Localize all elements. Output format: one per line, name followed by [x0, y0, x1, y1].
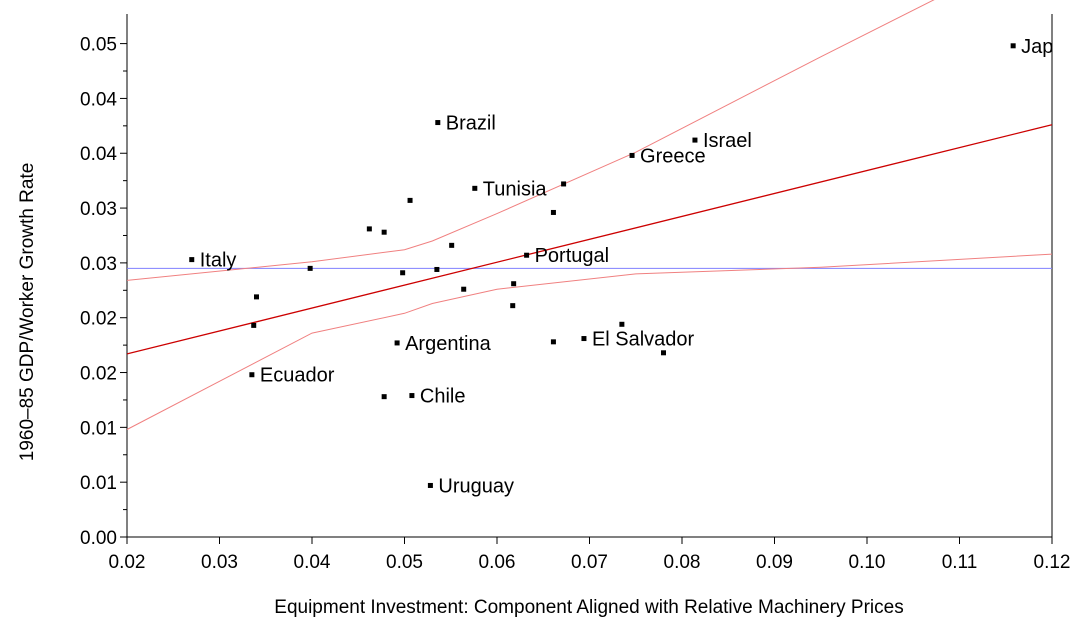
- data-point: [511, 281, 517, 287]
- data-point: [629, 152, 635, 158]
- data-point: [251, 322, 257, 328]
- x-tick-label: 0.12: [1034, 552, 1071, 573]
- y-tick-label: 0.01: [80, 473, 117, 494]
- data-point: [550, 209, 556, 215]
- y-tick-label: 0.03: [80, 199, 117, 220]
- data-point: [394, 340, 400, 346]
- x-tick-label: 0.10: [849, 552, 886, 573]
- data-point-label: El Salvador: [592, 329, 695, 351]
- fit-lines: [127, 0, 1052, 430]
- data-points: [189, 43, 1016, 488]
- data-point: [407, 197, 413, 203]
- data-point: [381, 229, 387, 235]
- data-point: [692, 137, 698, 143]
- x-tick-label: 0.08: [664, 552, 701, 573]
- confidence-band-upper: [127, 0, 935, 281]
- data-point: [400, 270, 406, 276]
- data-point: [661, 350, 666, 356]
- x-tick-label: 0.06: [479, 552, 516, 573]
- data-point: [249, 372, 255, 378]
- x-tick-label: 0.02: [109, 552, 146, 573]
- data-point: [434, 266, 440, 272]
- x-axis-label: Equipment Investment: Component Aligned …: [274, 597, 903, 618]
- fit-line: [127, 124, 1052, 355]
- data-point: [189, 257, 195, 263]
- data-point: [381, 394, 387, 400]
- data-point-label: Japan: [1021, 36, 1074, 58]
- data-point: [619, 321, 625, 327]
- point-labels: Italy Ecuador Argentina Chile Uruguay Brazil T…: [200, 36, 1074, 498]
- data-point: [461, 286, 467, 292]
- data-point: [524, 252, 530, 258]
- data-point-label: Israel: [703, 130, 752, 152]
- y-tick-label: 0.03: [80, 254, 117, 275]
- data-point: [561, 181, 567, 187]
- data-point: [449, 242, 455, 248]
- data-point: [307, 265, 313, 271]
- y-tick-label: 0.05: [80, 35, 117, 56]
- axis-ticks: 0.02 0.03 0.04 0.05 0.06 0.07 0.08 0.09 0.10 0.11…: [80, 35, 1070, 573]
- data-point: [472, 185, 478, 191]
- data-point-label: Tunisia: [483, 178, 548, 200]
- data-point-label: Uruguay: [438, 475, 514, 497]
- x-tick-label: 0.07: [571, 552, 608, 573]
- x-tick-label: 0.09: [756, 552, 793, 573]
- data-point-label: Portugal: [535, 245, 610, 267]
- data-point: [254, 294, 259, 300]
- y-tick-label: 0.02: [80, 309, 117, 330]
- data-point-label: Ecuador: [260, 365, 335, 387]
- y-tick-label: 0.01: [80, 418, 117, 439]
- x-tick-label: 0.05: [386, 552, 423, 573]
- y-tick-label: 0.02: [80, 364, 117, 385]
- data-point: [366, 226, 372, 232]
- y-tick-label: 0.00: [80, 528, 117, 549]
- confidence-band-lower: [127, 253, 1052, 430]
- data-point-label: Chile: [420, 386, 466, 408]
- data-point: [510, 303, 516, 309]
- data-point-label: Italy: [200, 250, 237, 272]
- data-point: [427, 482, 433, 488]
- data-point-label: Argentina: [405, 333, 491, 355]
- data-point: [435, 120, 441, 126]
- y-tick-label: 0.04: [80, 89, 117, 110]
- data-point-label: Brazil: [446, 113, 496, 135]
- plot-frame: [126, 14, 1053, 538]
- x-tick-label: 0.11: [942, 552, 978, 573]
- y-tick-label: 0.04: [80, 144, 117, 165]
- data-point: [581, 336, 587, 342]
- data-point: [409, 393, 415, 399]
- x-tick-label: 0.04: [294, 552, 331, 573]
- data-point-label: Greece: [640, 145, 706, 167]
- y-axis-label: 1960–85 GDP/Worker Growth Rate: [17, 163, 38, 462]
- data-point: [550, 339, 556, 345]
- x-tick-label: 0.03: [201, 552, 238, 573]
- data-point: [1010, 43, 1016, 49]
